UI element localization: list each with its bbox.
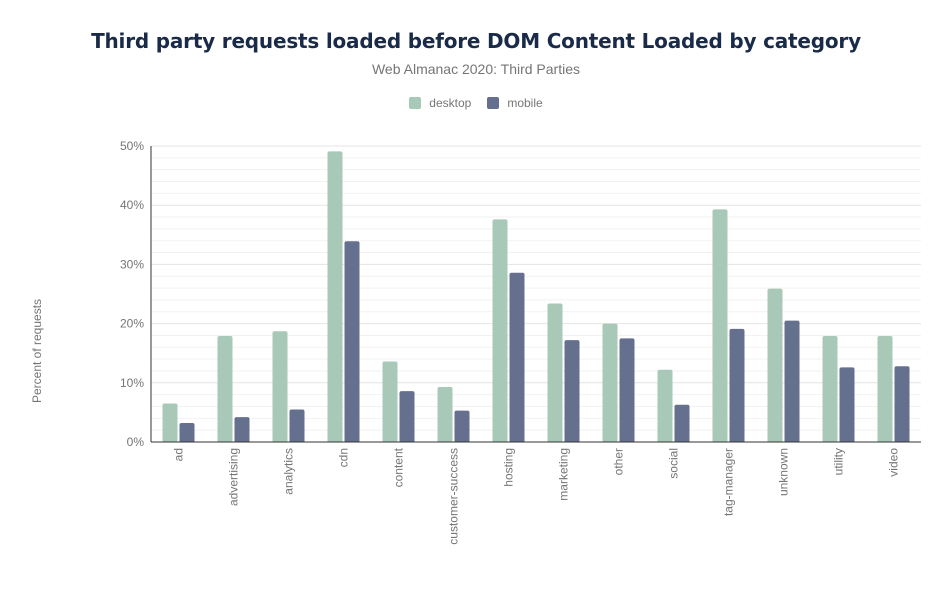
bar-mobile-analytics[interactable] — [289, 409, 305, 442]
bar-mobile-hosting[interactable] — [509, 272, 525, 442]
bar-desktop-ad[interactable] — [162, 403, 178, 442]
y-tick-label: 30% — [120, 257, 144, 271]
bar-desktop-video[interactable] — [877, 336, 893, 442]
bar-desktop-cdn[interactable] — [327, 151, 343, 442]
bar-desktop-social[interactable] — [657, 369, 673, 442]
bar-mobile-other[interactable] — [619, 338, 635, 442]
bar-mobile-advertising[interactable] — [234, 417, 250, 442]
x-tick-label: advertising — [227, 448, 241, 506]
x-tick-label: unknown — [777, 448, 791, 496]
legend-item-desktop[interactable]: desktop — [409, 96, 471, 110]
y-axis-title: Percent of requests — [30, 299, 44, 403]
bar-desktop-other[interactable] — [602, 323, 618, 442]
x-tick-label: cdn — [337, 448, 351, 467]
bar-mobile-utility[interactable] — [839, 367, 855, 442]
legend-swatch-desktop — [409, 97, 422, 109]
bar-mobile-unknown[interactable] — [784, 320, 800, 442]
y-tick-label: 20% — [120, 317, 144, 331]
x-tick-label: marketing — [557, 448, 571, 501]
grid-lines — [151, 145, 921, 443]
y-axis-ticks: 0% 10% 20% 30% 40% 50% — [120, 139, 144, 449]
x-tick-label: customer-success — [447, 448, 461, 545]
x-tick-label: video — [887, 448, 901, 477]
y-tick-label: 50% — [120, 139, 144, 153]
x-axis-labels: ad advertising analytics cdn content customer… — [172, 447, 901, 544]
bar-desktop-customer-success[interactable] — [437, 386, 453, 442]
bar-desktop-hosting[interactable] — [492, 219, 508, 442]
legend-swatch-mobile — [487, 97, 500, 109]
bar-desktop-content[interactable] — [382, 361, 398, 442]
axes — [150, 146, 921, 443]
bar-mobile-customer-success[interactable] — [454, 410, 470, 442]
bar-desktop-advertising[interactable] — [217, 336, 233, 442]
y-tick-label: 10% — [120, 376, 144, 390]
bar-mobile-tag-manager[interactable] — [729, 328, 745, 442]
bar-desktop-tag-manager[interactable] — [712, 209, 728, 442]
bar-mobile-video[interactable] — [894, 366, 910, 442]
x-tick-label: social — [667, 448, 681, 479]
x-tick-label: utility — [832, 448, 846, 475]
bar-mobile-ad[interactable] — [179, 423, 195, 442]
legend-label-desktop: desktop — [429, 96, 472, 110]
bar-mobile-marketing[interactable] — [564, 340, 580, 442]
x-tick-label: tag-manager — [722, 448, 736, 516]
x-tick-label: hosting — [502, 448, 516, 487]
chart-title: Third party requests loaded before DOM C… — [91, 29, 861, 53]
x-tick-label: ad — [172, 448, 186, 461]
bar-mobile-cdn[interactable] — [344, 241, 360, 442]
y-tick-label: 0% — [127, 435, 145, 449]
legend: desktop mobile — [0, 96, 952, 110]
bar-desktop-unknown[interactable] — [767, 288, 783, 442]
bar-mobile-content[interactable] — [399, 391, 415, 442]
y-tick-label: 40% — [120, 198, 144, 212]
x-tick-label: analytics — [282, 448, 296, 495]
bar-mobile-social[interactable] — [674, 404, 690, 442]
chart-subtitle: Web Almanac 2020: Third Parties — [371, 61, 581, 77]
legend-label-mobile: mobile — [507, 96, 543, 110]
x-tick-label: other — [612, 448, 626, 475]
bar-desktop-marketing[interactable] — [547, 303, 563, 442]
bar-desktop-utility[interactable] — [822, 336, 838, 442]
legend-item-mobile[interactable]: mobile — [487, 96, 543, 110]
bar-desktop-analytics[interactable] — [272, 331, 288, 442]
bars — [162, 151, 910, 442]
x-tick-label: content — [392, 447, 406, 487]
